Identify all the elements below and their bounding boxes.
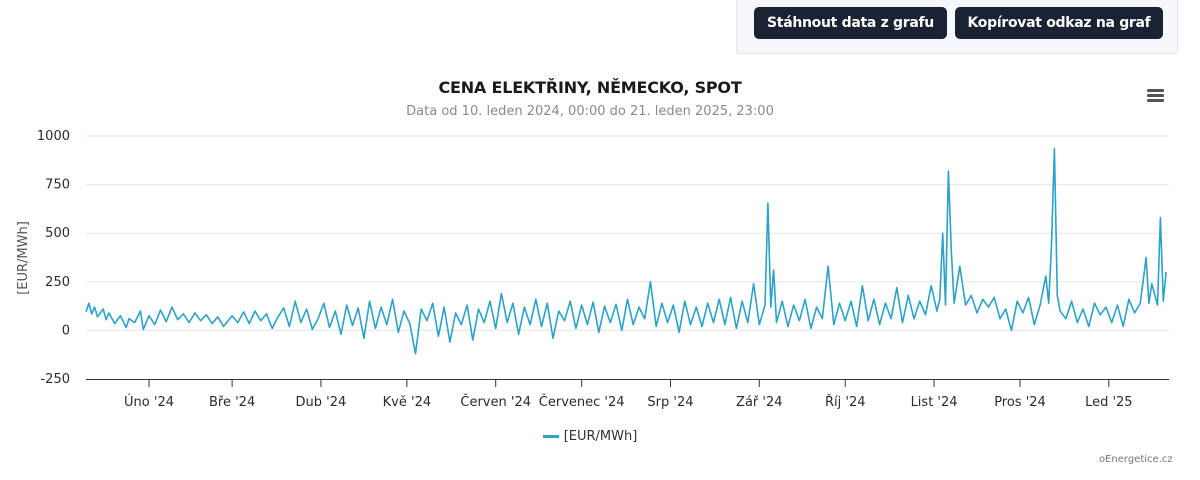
x-tick-label: Bře '24: [209, 395, 255, 410]
copy-link-button[interactable]: Kopírovat odkaz na graf: [955, 7, 1163, 39]
chart-subtitle: Data od 10. leden 2024, 00:00 do 21. led…: [406, 104, 774, 119]
legend-label: [EUR/MWh]: [563, 429, 638, 444]
x-tick-label: Červen '24: [460, 394, 531, 410]
download-data-button[interactable]: Stáhnout data z grafu: [754, 7, 947, 39]
x-tick-label: Pros '24: [994, 395, 1046, 410]
hamburger-menu-icon[interactable]: [1146, 88, 1166, 104]
y-axis-ticks: 1000 750 500 250 0 -250: [37, 129, 70, 387]
x-tick-label: Led '25: [1085, 395, 1133, 410]
x-axis: Úno '24 Bře '24 Dub '24 Kvě '24 Červen '24 Če…: [86, 379, 1169, 410]
chart-toolbar: Stáhnout data z grafu Kopírovat odkaz na…: [736, 0, 1178, 54]
y-tick-label: 250: [45, 275, 70, 290]
legend-line-swatch: [542, 435, 559, 438]
series-layer[interactable]: [85, 147, 1167, 355]
x-tick-label: Zář '24: [736, 395, 782, 410]
x-tick-label: Dub '24: [296, 395, 347, 410]
chart-title: CENA ELEKTŘINY, NĚMECKO, SPOT: [438, 78, 742, 97]
legend: [EUR/MWh]: [0, 429, 1180, 444]
y-axis-title: [EUR/MWh]: [16, 221, 31, 295]
y-tick-label: 0: [62, 323, 70, 338]
x-tick-label: Srp '24: [647, 395, 693, 410]
y-tick-label: 500: [45, 226, 70, 241]
x-tick-label: List '24: [911, 395, 958, 410]
grid-lines: [86, 135, 1169, 331]
y-tick-label: 1000: [37, 129, 70, 144]
x-tick-label: Červenec '24: [539, 394, 625, 410]
series-line[interactable]: [85, 147, 1167, 355]
y-tick-label: -250: [40, 372, 70, 387]
credits-link[interactable]: oEnergetice.cz: [1099, 454, 1173, 465]
x-tick-label: Říj '24: [825, 394, 866, 410]
x-tick-label: Kvě '24: [383, 395, 431, 410]
legend-item[interactable]: [EUR/MWh]: [542, 429, 638, 444]
y-tick-label: 750: [45, 178, 70, 193]
x-tick-label: Úno '24: [124, 394, 174, 410]
